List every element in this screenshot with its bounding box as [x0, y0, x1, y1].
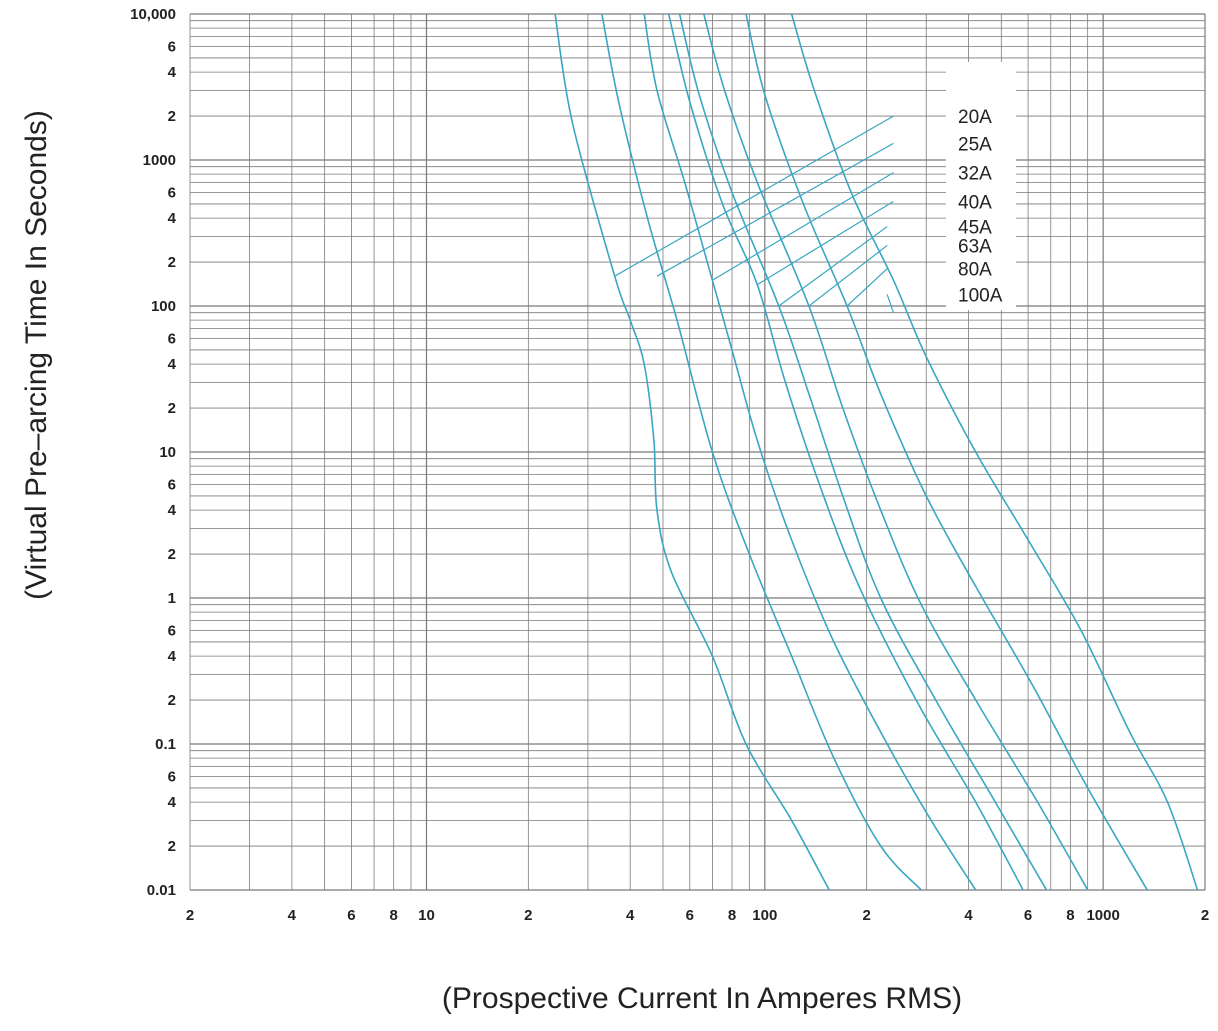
- x-tick-label: 4: [626, 907, 635, 924]
- y-tick-label: 2: [168, 838, 176, 855]
- series-line-100a: [790, 13, 1199, 891]
- y-tick-label: 6: [168, 768, 176, 785]
- y-tick-label: 6: [168, 38, 176, 55]
- legend-label-100a: 100A: [958, 285, 1003, 306]
- y-tick-label: 4: [168, 356, 177, 373]
- legend-leader-63a: [808, 244, 888, 307]
- series-line-20a: [554, 13, 830, 891]
- y-tick-label: 4: [168, 210, 177, 227]
- x-tick-label: 2: [1201, 907, 1209, 924]
- legend-label-63a: 63A: [958, 236, 992, 257]
- x-tick-label: 8: [390, 907, 398, 924]
- y-tick-label: 2: [168, 546, 176, 563]
- series-group: [554, 13, 1199, 891]
- legend-label-20a: 20A: [958, 107, 992, 128]
- legend-leader-32a: [712, 172, 894, 281]
- grid: [189, 13, 1206, 891]
- legend-leader-20a: [614, 115, 894, 277]
- y-tick-label: 6: [168, 184, 176, 201]
- legend-label-32a: 32A: [958, 164, 992, 185]
- series-line-32a: [643, 13, 977, 891]
- legend-label-40a: 40A: [958, 192, 992, 213]
- x-tick-label: 1000: [1086, 907, 1119, 924]
- y-tick-label: 2: [168, 692, 176, 709]
- y-tick-label: 2: [168, 254, 176, 271]
- y-tick-label: 6: [168, 476, 176, 493]
- y-tick-label: 4: [168, 64, 177, 81]
- tick-labels: 2 4 6 8 10 2 4 6 8 100 2 4 6 8 1000 2 0.01 2 4 6 0.1 2 4 6 1 2 4 6 1…: [130, 6, 1209, 924]
- x-tick-label: 6: [347, 907, 355, 924]
- series-line-80a: [745, 13, 1148, 891]
- x-tick-label: 8: [1066, 907, 1074, 924]
- legend-label-80a: 80A: [958, 260, 992, 281]
- x-tick-label: 6: [1024, 907, 1032, 924]
- series-line-40a: [667, 13, 1024, 891]
- series-line-63a: [703, 13, 1089, 891]
- y-axis-label: (Virtual Pre–arcing Time In Seconds): [20, 110, 53, 600]
- x-tick-label: 10: [418, 907, 435, 924]
- y-tick-label: 0.01: [147, 882, 176, 899]
- series-line-25a: [601, 13, 922, 891]
- legend-leader-25a: [656, 142, 894, 277]
- y-tick-label: 4: [168, 648, 177, 665]
- series-line-45a: [678, 13, 1048, 891]
- x-tick-label: 2: [524, 907, 532, 924]
- y-tick-label: 1: [168, 590, 176, 607]
- legend-leader-40a: [756, 200, 894, 286]
- x-tick-label: 2: [862, 907, 870, 924]
- x-tick-label: 6: [686, 907, 694, 924]
- y-tick-label: 4: [168, 794, 177, 811]
- legend-leader-100a: [886, 294, 895, 313]
- y-tick-label: 6: [168, 330, 176, 347]
- x-tick-label: 4: [288, 907, 297, 924]
- legend-leader-80a: [846, 268, 888, 307]
- x-axis-label: (Prospective Current In Amperes RMS): [442, 982, 962, 1015]
- x-tick-label: 4: [964, 907, 973, 924]
- x-tick-label: 100: [752, 907, 777, 924]
- y-tick-label: 10: [159, 444, 176, 461]
- x-tick-label: 2: [186, 907, 194, 924]
- legend-label-25a: 25A: [958, 134, 992, 155]
- y-tick-label: 0.1: [155, 736, 176, 753]
- y-tick-label: 2: [168, 108, 176, 125]
- y-tick-label: 100: [151, 298, 176, 315]
- y-tick-label: 6: [168, 622, 176, 639]
- legend-leader-45a: [778, 226, 888, 307]
- legend-label-45a: 45A: [958, 218, 992, 239]
- y-tick-label: 2: [168, 400, 176, 417]
- y-tick-label: 10,000: [130, 6, 176, 23]
- x-tick-label: 8: [728, 907, 736, 924]
- y-tick-label: 4: [168, 502, 177, 519]
- y-tick-label: 1000: [143, 152, 176, 169]
- legend-background: [946, 62, 1016, 310]
